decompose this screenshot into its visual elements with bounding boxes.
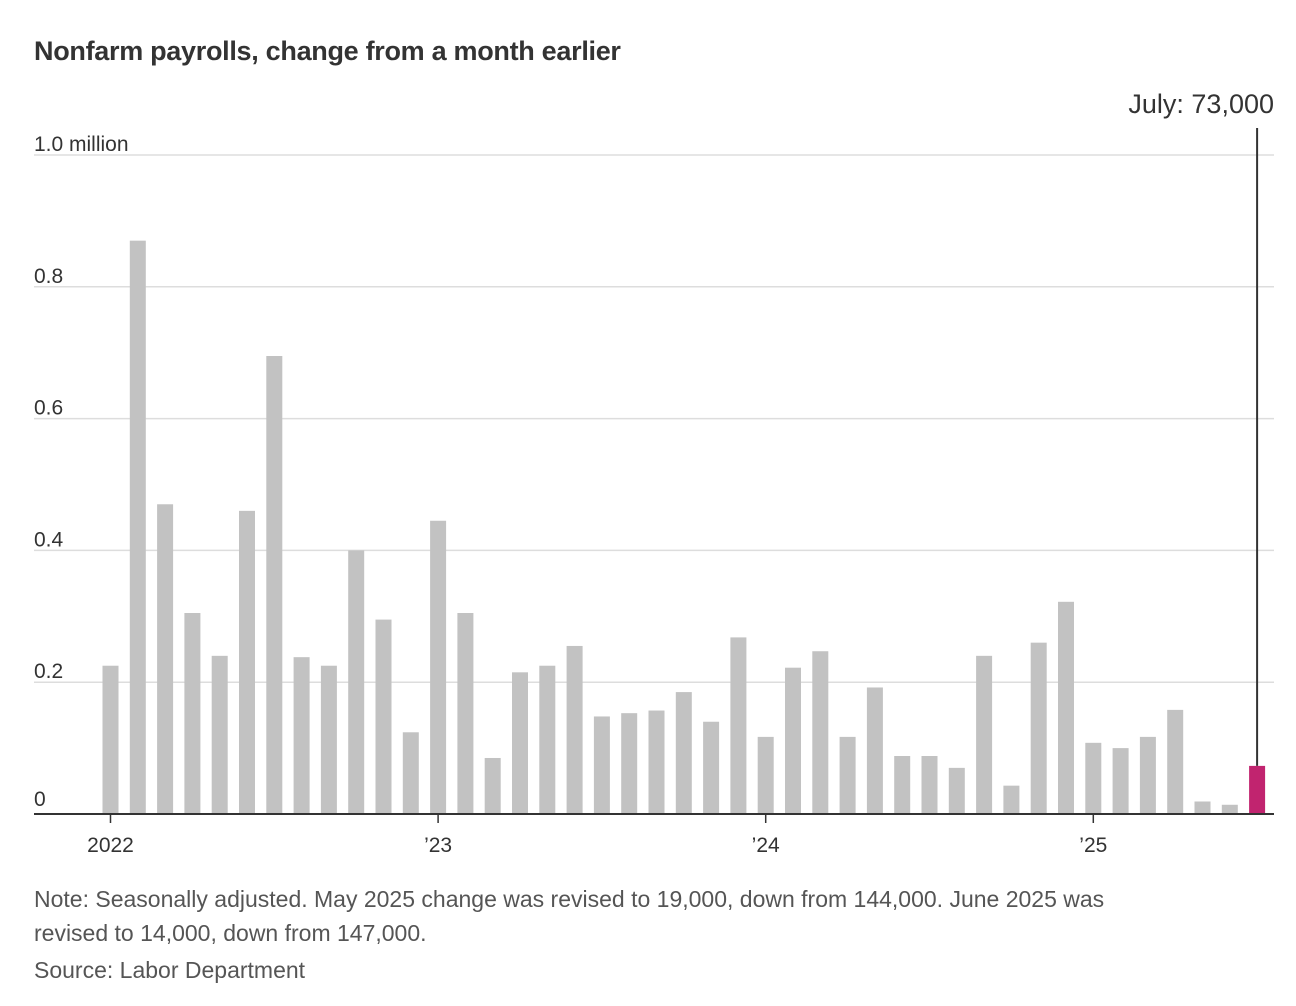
bar xyxy=(402,732,419,814)
bar xyxy=(812,651,829,814)
y-tick-label: 0.8 xyxy=(34,265,63,288)
x-tick-label: ’25 xyxy=(1079,834,1107,857)
bar xyxy=(1221,804,1238,814)
bar xyxy=(785,667,801,814)
bar xyxy=(1139,736,1156,814)
x-axis xyxy=(34,813,1274,823)
bar xyxy=(730,637,747,814)
bar xyxy=(375,619,392,814)
y-tick-label: 0.2 xyxy=(34,660,63,683)
chart-note: Note: Seasonally adjusted. May 2025 chan… xyxy=(34,882,1234,950)
bar xyxy=(539,665,556,814)
bar xyxy=(320,665,337,814)
x-tick-label: ’24 xyxy=(752,834,780,857)
bar xyxy=(566,645,583,814)
bar xyxy=(1058,601,1074,814)
y-tick-label: 0 xyxy=(34,788,46,811)
bar xyxy=(921,756,938,814)
bar xyxy=(129,240,146,815)
bar xyxy=(675,692,692,814)
chart-source: Source: Labor Department xyxy=(34,957,306,983)
gridlines xyxy=(34,154,1274,683)
bar xyxy=(484,757,501,814)
bars xyxy=(102,240,1266,815)
bar xyxy=(1085,742,1102,814)
bar-highlight xyxy=(1249,765,1266,814)
bar xyxy=(1167,709,1184,814)
bar xyxy=(593,716,610,814)
bar xyxy=(157,504,174,814)
y-tick-label: 1.0 million xyxy=(34,133,129,156)
bar xyxy=(457,613,474,814)
bar xyxy=(1030,642,1047,814)
bar xyxy=(348,550,365,814)
bar xyxy=(866,687,883,814)
bar xyxy=(948,767,965,814)
bar xyxy=(894,756,911,814)
y-axis-labels: 0 0.2 0.4 0.6 0.8 1.0 million xyxy=(34,133,129,811)
note-line-1: Note: Seasonally adjusted. May 2025 chan… xyxy=(34,886,1105,912)
bar xyxy=(211,655,228,814)
bar-chart: 0 0.2 0.4 0.6 0.8 1.0 million 2022 ’23 ’24 ’25 J… xyxy=(34,89,1274,857)
bar xyxy=(1112,748,1129,814)
chart-title: Nonfarm payrolls, change from a month ea… xyxy=(34,36,621,66)
bar xyxy=(239,510,255,814)
bar xyxy=(1194,801,1211,814)
bar xyxy=(648,710,665,814)
bar xyxy=(621,713,638,814)
bar xyxy=(839,736,856,814)
x-tick-label: ’23 xyxy=(424,834,452,857)
y-tick-label: 0.4 xyxy=(34,528,64,551)
bar xyxy=(266,355,283,814)
bar xyxy=(1003,785,1020,814)
bar xyxy=(102,665,119,814)
bar xyxy=(757,736,774,814)
bar xyxy=(430,520,447,814)
bar xyxy=(703,721,720,814)
y-tick-label: 0.6 xyxy=(34,397,63,420)
x-axis-labels: 2022 ’23 ’24 ’25 xyxy=(87,834,1107,857)
x-tick-label: 2022 xyxy=(87,834,134,857)
bar xyxy=(512,672,528,814)
bar xyxy=(976,655,993,814)
annotation: July: 73,000 xyxy=(1128,89,1274,766)
callout-label: July: 73,000 xyxy=(1128,89,1274,119)
bar xyxy=(293,657,310,814)
bar xyxy=(184,613,201,814)
note-line-2: revised to 14,000, down from 147,000. xyxy=(34,920,427,946)
